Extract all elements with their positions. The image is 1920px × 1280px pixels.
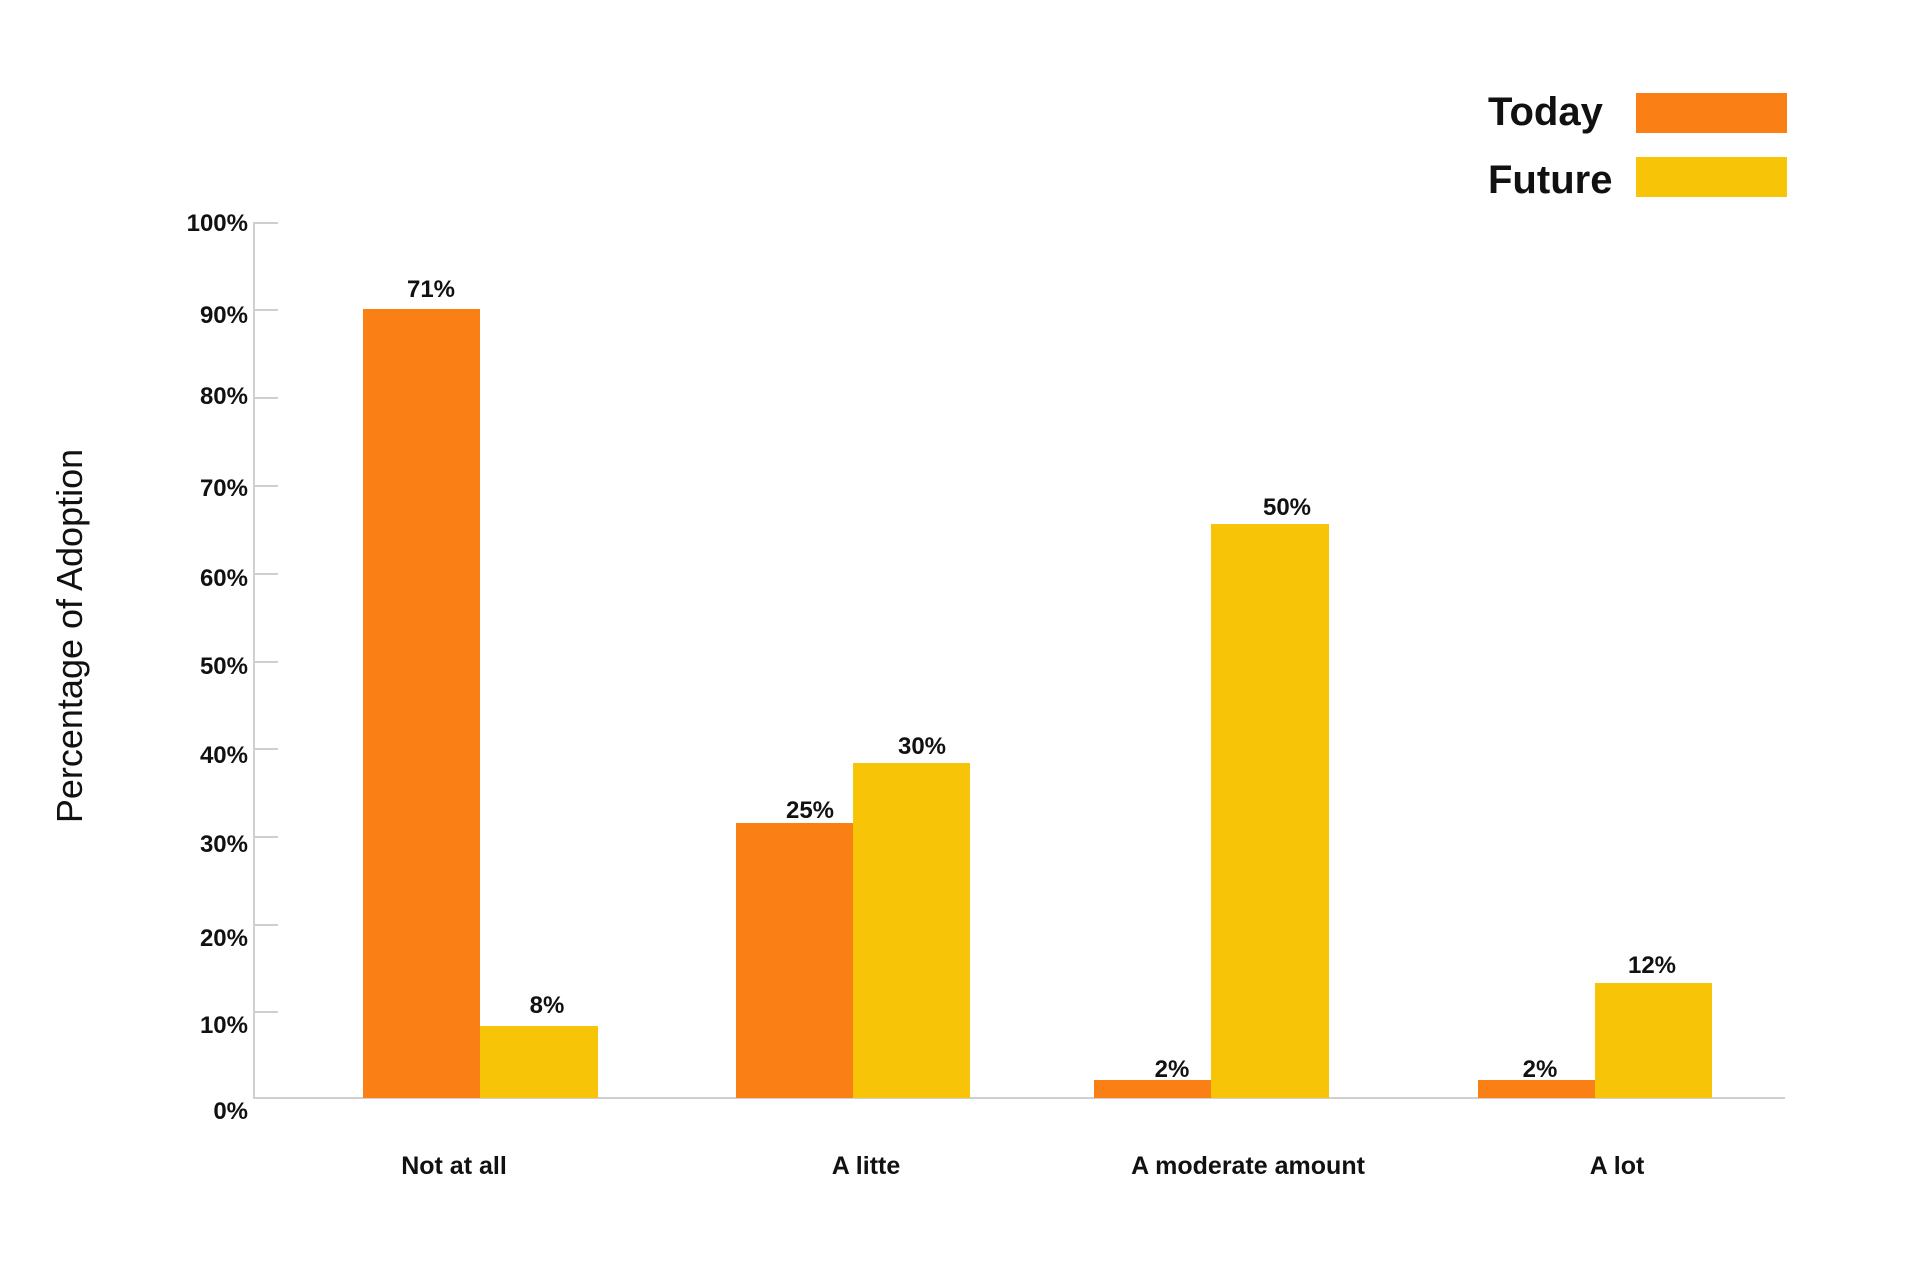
bar-future-a-lot — [1595, 983, 1712, 1098]
legend-swatch-future — [1636, 157, 1787, 197]
y-axis-line — [253, 222, 255, 1099]
bar-value-label: 8% — [529, 992, 565, 1019]
y-tick-label: 70% — [199, 475, 248, 502]
y-tick-label: 100% — [186, 210, 248, 237]
y-tick-30 — [253, 836, 278, 838]
y-tick-90 — [253, 309, 278, 311]
bar-value-label: 2% — [1154, 1056, 1190, 1083]
x-axis-line — [253, 1097, 1785, 1099]
y-tick-label: 0% — [213, 1098, 248, 1125]
bar-future-not-at-all — [480, 1026, 598, 1098]
bar-future-a-litte — [853, 763, 970, 1098]
bar-future-a-moderate-amount — [1211, 524, 1329, 1098]
y-tick-label: 60% — [199, 565, 248, 592]
y-tick-80 — [253, 397, 278, 399]
y-tick-label: 40% — [199, 742, 248, 769]
bar-value-label: 25% — [785, 797, 835, 824]
y-tick-label: 20% — [199, 925, 248, 952]
category-label: Not at all — [401, 1152, 507, 1180]
legend-swatch-today — [1636, 93, 1787, 133]
y-tick-label: 10% — [199, 1012, 248, 1039]
y-axis-title: Percentage of Adoption — [49, 448, 90, 824]
bar-today-a-lot — [1478, 1080, 1595, 1098]
bar-today-not-at-all — [363, 309, 480, 1098]
bar-today-a-litte — [736, 823, 853, 1098]
bar-value-label: 71% — [406, 276, 456, 303]
bar-today-a-moderate-amount — [1094, 1080, 1211, 1098]
bar-value-label: 30% — [897, 733, 947, 760]
y-tick-20 — [253, 924, 278, 926]
bar-value-label: 50% — [1262, 494, 1312, 521]
bar-value-label: 12% — [1627, 952, 1677, 979]
y-tick-60 — [253, 573, 278, 575]
category-label: A lot — [1589, 1152, 1645, 1180]
y-tick-50 — [253, 661, 278, 663]
y-tick-label: 80% — [199, 383, 248, 410]
category-label: A moderate amount — [1131, 1152, 1365, 1180]
bar-value-label: 2% — [1522, 1056, 1558, 1083]
category-label: A litte — [831, 1152, 901, 1180]
legend-label-future: Future — [1488, 158, 1613, 202]
y-tick-70 — [253, 485, 278, 487]
y-tick-label: 30% — [199, 831, 248, 858]
y-tick-100 — [253, 222, 278, 224]
y-tick-label: 50% — [199, 653, 248, 680]
y-tick-label: 90% — [199, 302, 248, 329]
y-tick-10 — [253, 1011, 278, 1013]
legend-label-today: Today — [1488, 90, 1603, 134]
y-tick-40 — [253, 748, 278, 750]
